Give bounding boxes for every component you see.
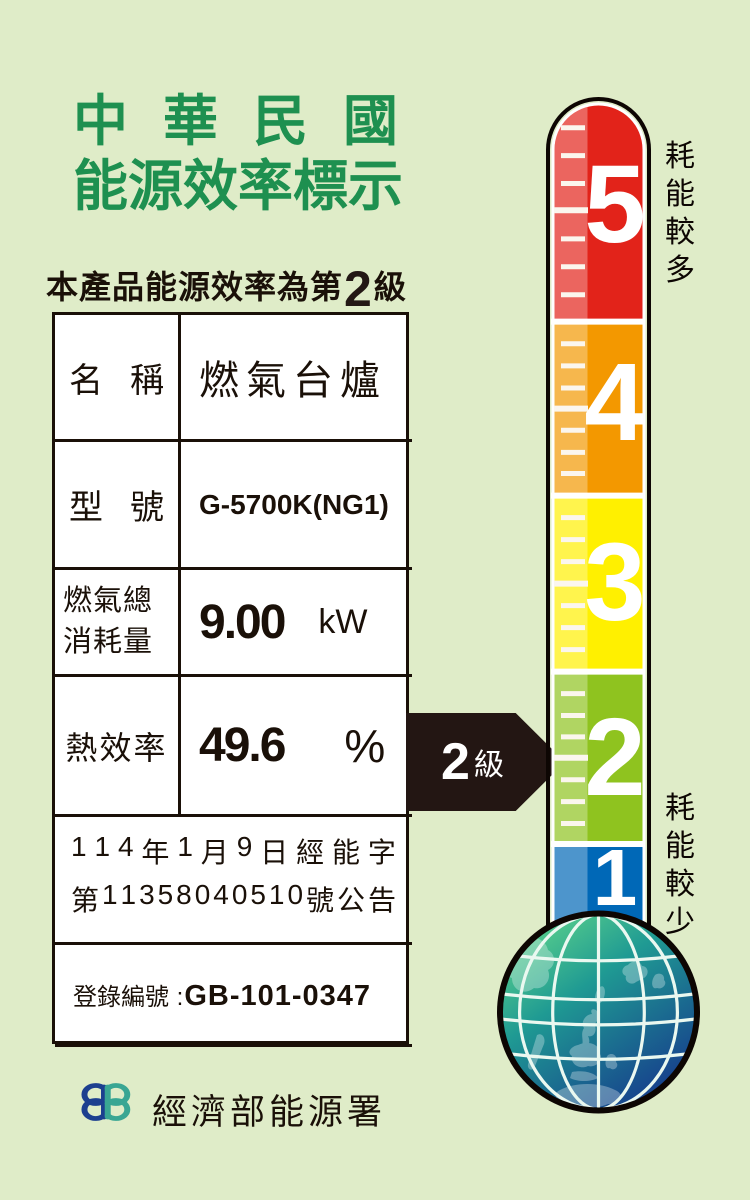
svg-text:1: 1 [593, 833, 638, 922]
svg-text:5: 5 [584, 143, 645, 266]
svg-text:2: 2 [584, 696, 645, 819]
svg-text:4: 4 [584, 341, 645, 464]
svg-text:3: 3 [584, 521, 645, 644]
